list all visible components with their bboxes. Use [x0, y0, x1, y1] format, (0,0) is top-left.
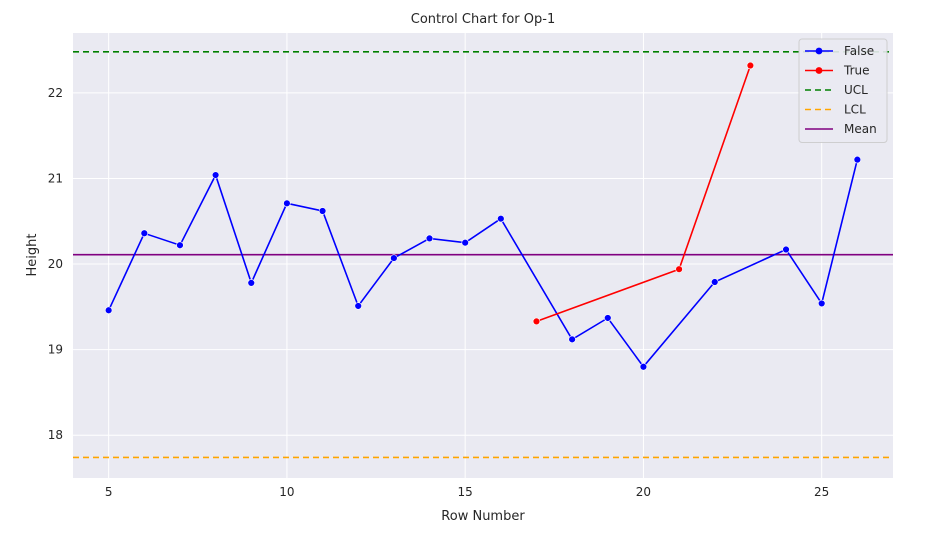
y-tick-label: 21	[48, 171, 63, 185]
series-false-point	[461, 238, 469, 247]
x-axis-label: Row Number	[441, 509, 525, 524]
series-false-point	[283, 199, 291, 207]
x-tick-label: 5	[105, 485, 113, 499]
series-false-point	[390, 254, 398, 262]
plot-area	[73, 33, 893, 478]
series-false-point	[211, 171, 220, 179]
y-tick-label: 19	[48, 343, 63, 357]
series-false-point	[318, 207, 327, 215]
series-false-point	[639, 363, 648, 371]
legend-label: Mean	[844, 122, 877, 136]
y-tick-label: 22	[48, 86, 63, 100]
series-false-point	[247, 279, 255, 287]
series-false-point	[104, 306, 113, 314]
series-false-point	[425, 234, 434, 243]
chart-title: Control Chart for Op-1	[411, 12, 555, 27]
x-tick-label: 15	[458, 485, 473, 499]
y-axis-label: Height	[25, 234, 40, 277]
x-tick-label: 25	[814, 485, 829, 499]
series-true-point	[746, 61, 755, 70]
legend-marker	[815, 67, 823, 74]
series-false-point	[140, 229, 149, 237]
series-true-point	[532, 317, 541, 326]
legend-label: True	[843, 64, 870, 78]
grid	[73, 33, 893, 478]
series-false-point	[604, 314, 612, 322]
y-tick-label: 20	[48, 257, 63, 271]
series-false-point	[497, 215, 505, 223]
series-false-point	[354, 302, 362, 310]
legend-label: False	[844, 44, 874, 58]
legend-marker	[815, 47, 823, 55]
y-axis-ticks: 18 19 20 21 22	[48, 86, 63, 442]
series-false-point	[568, 335, 576, 344]
legend-label: LCL	[844, 103, 866, 117]
legend-label: UCL	[844, 83, 868, 97]
x-tick-label: 10	[279, 485, 294, 499]
series-group	[104, 61, 862, 371]
y-tick-label: 18	[48, 428, 63, 442]
reference-lines	[73, 51, 893, 459]
legend: False True UCL LCL Mean	[798, 38, 888, 143]
series-false-point	[176, 241, 184, 249]
series-false-point	[817, 299, 826, 308]
x-tick-label: 20	[636, 485, 651, 499]
series-false-point	[711, 278, 719, 286]
legend-box	[798, 38, 888, 143]
series-false-point	[853, 155, 862, 164]
series-true-point	[675, 265, 683, 273]
x-axis-ticks: 5 10 15 20 25	[105, 485, 830, 499]
series-false-point	[782, 245, 790, 254]
